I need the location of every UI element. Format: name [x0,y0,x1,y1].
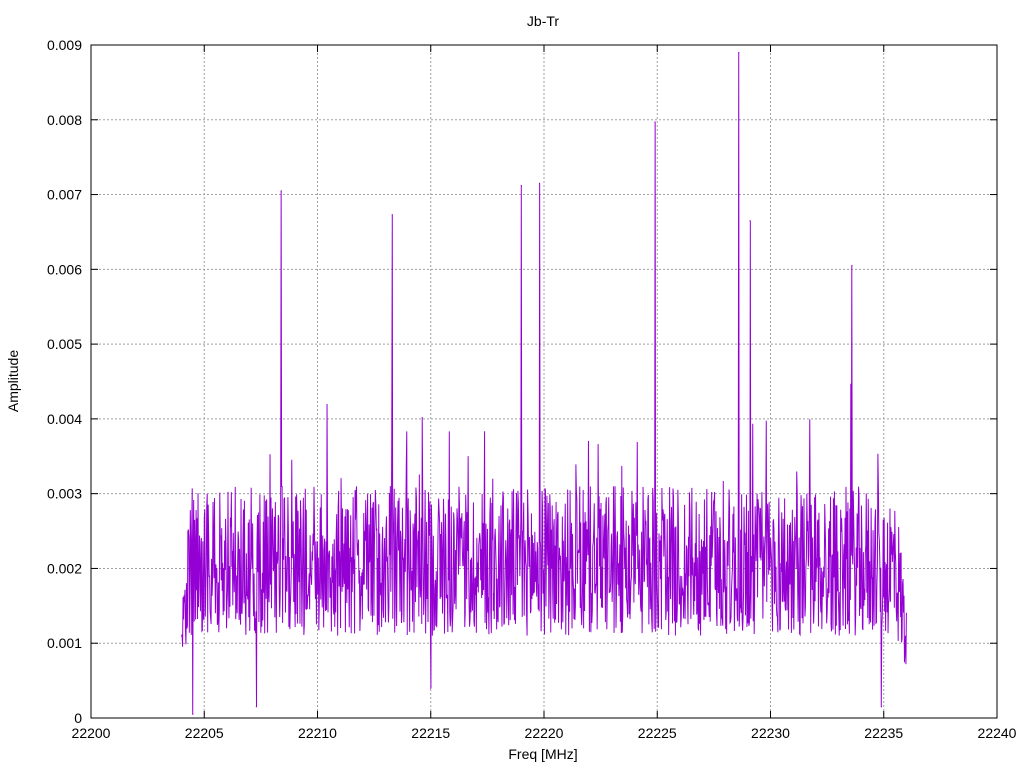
y-tick-label: 0.004 [47,411,82,427]
spectrum-line [181,52,907,715]
x-tick-label: 22235 [864,725,903,741]
x-tick-label: 22230 [751,725,790,741]
y-tick-label: 0.007 [47,187,82,203]
minimum-point [430,687,432,689]
y-tick-label: 0 [74,710,82,726]
x-tick-label: 22210 [298,725,337,741]
minimum-point [255,706,257,708]
peak-point [654,121,656,123]
y-tick-label: 0.008 [47,112,82,128]
grid-layer [91,45,997,718]
plot-frame [90,44,998,719]
minimum-point [192,713,194,715]
y-tick-label: 0.005 [47,336,82,352]
peak-point [280,190,282,192]
x-tick-label: 22205 [185,725,224,741]
peak-point [749,220,751,222]
y-tick-label: 0.006 [47,261,82,277]
peak-point [851,264,853,267]
label-layer: Jb-Tr Freq [MHz] Amplitude 22200 22205 222… [5,13,1017,762]
minimum-point [880,706,883,708]
axes-layer [90,44,998,719]
y-tick-label: 0.001 [47,635,82,651]
peak-point [738,51,740,54]
x-tick-label: 22240 [978,725,1017,741]
y-tick-label: 0.002 [47,560,82,576]
x-tick-label: 22225 [638,725,677,741]
peak-point [538,182,541,184]
series-layer [181,51,907,715]
peak-point [391,214,393,216]
y-tick-label: 0.009 [47,37,82,53]
x-tick-label: 22200 [72,725,111,741]
chart-title: Jb-Tr [527,13,559,29]
x-tick-label: 22215 [411,725,450,741]
x-axis-label: Freq [MHz] [508,746,577,762]
peak-point [520,184,522,187]
x-tick-label: 22220 [525,725,564,741]
y-tick-label: 0.003 [47,486,82,502]
y-axis-label: Amplitude [5,350,21,412]
